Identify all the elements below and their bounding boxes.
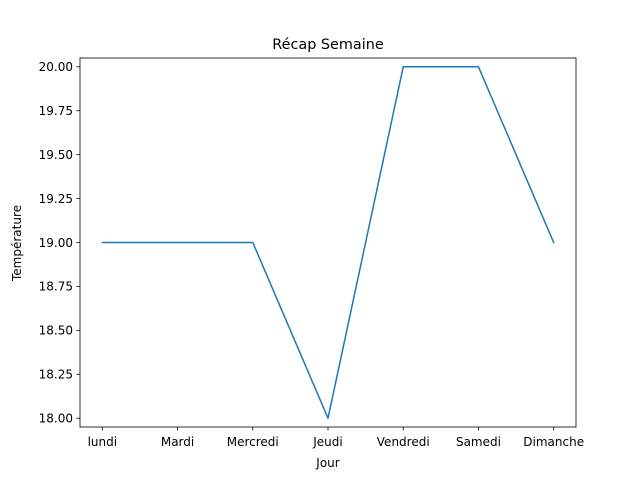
x-axis-label: Jour: [315, 456, 339, 470]
x-tick-label: Samedi: [456, 435, 501, 449]
y-tick-label: 18.50: [39, 324, 73, 338]
x-tick-label: lundi: [88, 435, 118, 449]
series-line: [101, 66, 555, 419]
y-tick-label: 18.75: [39, 280, 73, 294]
y-tick-label: 18.00: [39, 412, 73, 426]
y-tick-label: 19.00: [39, 236, 73, 250]
y-tick-label: 19.75: [39, 104, 73, 118]
y-axis: 18.00 18.25 18.50 18.75 19.00 19.25 19.50 19.75…: [39, 60, 80, 426]
x-tick-label: Dimanche: [523, 435, 584, 449]
y-axis-label: Température: [10, 205, 24, 282]
y-tick-label: 18.25: [39, 368, 73, 382]
y-tick-label: 20.00: [39, 60, 73, 74]
x-tick-label: Mercredi: [227, 435, 279, 449]
x-axis: lundi Mardi Mercredi Jeudi Vendredi Samedi Dim…: [88, 427, 584, 449]
y-tick-label: 19.50: [39, 148, 73, 162]
chart-title: Récap Semaine: [272, 37, 384, 53]
x-tick-label: Vendredi: [377, 435, 430, 449]
series-group: [101, 66, 555, 419]
y-tick-label: 19.25: [39, 192, 73, 206]
x-tick-label: Mardi: [161, 435, 194, 449]
x-tick-label: Jeudi: [312, 435, 342, 449]
